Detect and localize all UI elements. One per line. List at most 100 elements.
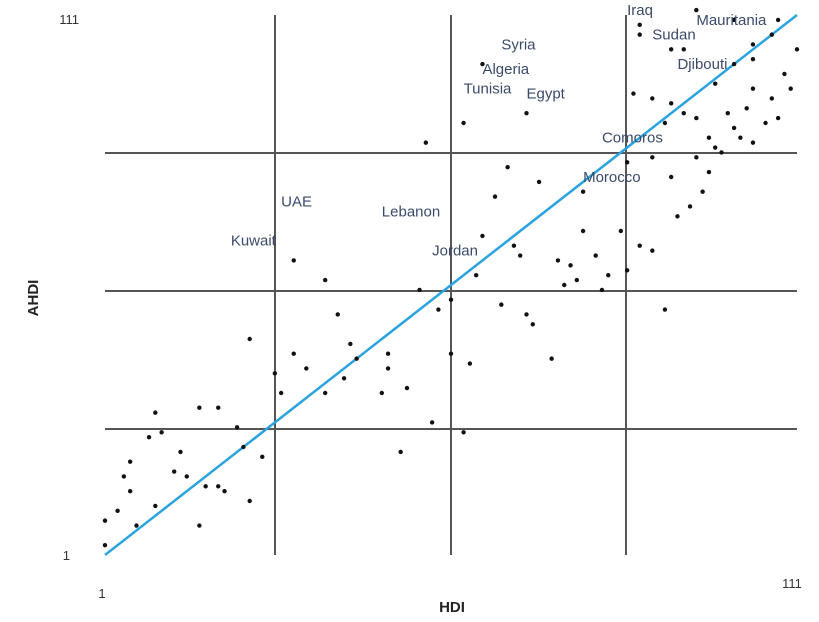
country-label-djibouti: Djibouti: [677, 56, 727, 73]
data-point-106: [668, 47, 674, 52]
data-point-32: [398, 449, 403, 455]
data-point-8: [159, 430, 164, 435]
country-label-lebanon: Lebanon: [382, 203, 440, 220]
country-label-syria: Syria: [501, 36, 536, 53]
data-point-81: [153, 410, 158, 415]
country-label-tunisia: Tunisia: [464, 81, 512, 98]
data-point-57: [606, 272, 611, 278]
data-point-36: [436, 307, 441, 312]
data-point-72: [750, 86, 756, 91]
data-point-76: [782, 71, 787, 77]
data-point-12: [197, 523, 202, 528]
data-point-98: [637, 22, 642, 28]
data-point-52: [568, 263, 573, 268]
data-point-88: [524, 312, 529, 317]
data-point-107: [694, 7, 699, 13]
data-point-109: [775, 17, 781, 23]
data-point-6: [146, 434, 152, 440]
data-point-67: [713, 145, 718, 150]
data-point-18: [241, 444, 246, 450]
points-layer: [102, 7, 800, 548]
data-point-116: [668, 101, 674, 106]
data-point-47: [530, 322, 535, 327]
data-point-118: [637, 32, 642, 37]
data-point-35: [429, 420, 435, 425]
data-point-50: [555, 258, 561, 263]
data-point-39: [467, 361, 473, 366]
fit-line-layer: [104, 14, 798, 556]
data-point-19: [247, 498, 252, 504]
data-point-77: [788, 86, 793, 91]
country-label-sudan: Sudan: [652, 27, 695, 44]
data-point-74: [769, 96, 775, 101]
data-point-44: [505, 164, 510, 170]
data-point-48: [536, 179, 542, 185]
data-point-46: [518, 253, 523, 258]
data-point-82: [197, 405, 202, 410]
data-point-43: [499, 302, 504, 307]
data-point-68: [725, 110, 730, 116]
data-point-15: [216, 405, 221, 410]
data-point-70: [738, 135, 743, 140]
data-point-45: [511, 243, 517, 248]
data-point-73: [763, 120, 768, 126]
data-point-87: [448, 351, 454, 356]
data-point-85: [322, 277, 328, 283]
data-point-37: [448, 297, 454, 302]
data-point-30: [379, 390, 384, 396]
data-point-91: [650, 155, 655, 160]
data-point-14: [216, 484, 221, 489]
data-point-56: [599, 287, 605, 293]
country-label-comoros: Comoros: [602, 130, 663, 147]
data-point-2: [115, 508, 120, 514]
data-point-29: [354, 356, 359, 361]
data-point-69: [731, 125, 737, 131]
data-point-40: [473, 272, 479, 278]
data-point-111: [461, 120, 466, 126]
data-point-51: [562, 282, 567, 288]
country-label-egypt: Egypt: [526, 85, 565, 102]
data-point-113: [423, 140, 429, 145]
data-point-100: [713, 81, 718, 86]
data-point-104: [681, 110, 686, 116]
data-point-93: [694, 155, 699, 160]
data-point-11: [184, 474, 189, 479]
data-point-5: [134, 523, 139, 528]
data-point-22: [278, 390, 284, 396]
country-label-jordan: Jordan: [432, 243, 478, 260]
data-point-105: [650, 96, 655, 101]
country-label-kuwait: Kuwait: [231, 233, 277, 250]
country-label-morocco: Morocco: [583, 169, 641, 186]
x-tick-label-min: 1: [98, 586, 105, 601]
data-point-75: [775, 115, 781, 121]
y-tick-label-max: 111: [59, 12, 79, 27]
data-point-24: [304, 366, 309, 371]
data-point-59: [624, 268, 630, 273]
data-point-95: [731, 61, 737, 67]
data-point-112: [524, 110, 529, 116]
data-point-3: [121, 474, 127, 479]
y-tick-label-min: 1: [63, 548, 70, 563]
data-point-1: [102, 518, 108, 523]
data-point-89: [580, 189, 586, 194]
data-point-54: [580, 228, 586, 234]
country-label-uae: UAE: [281, 193, 312, 210]
data-point-25: [322, 390, 328, 396]
data-point-80: [127, 488, 133, 494]
data-point-34: [417, 287, 422, 293]
data-point-92: [668, 174, 674, 180]
data-point-61: [650, 248, 655, 253]
data-point-10: [178, 449, 183, 455]
data-point-66: [706, 169, 712, 175]
data-point-21: [272, 371, 278, 376]
data-point-9: [172, 469, 177, 474]
data-point-86: [385, 351, 391, 356]
data-point-102: [750, 140, 756, 145]
data-point-84: [291, 351, 296, 356]
data-point-41: [480, 233, 485, 239]
data-point-115: [694, 115, 699, 121]
data-point-17: [234, 425, 240, 430]
